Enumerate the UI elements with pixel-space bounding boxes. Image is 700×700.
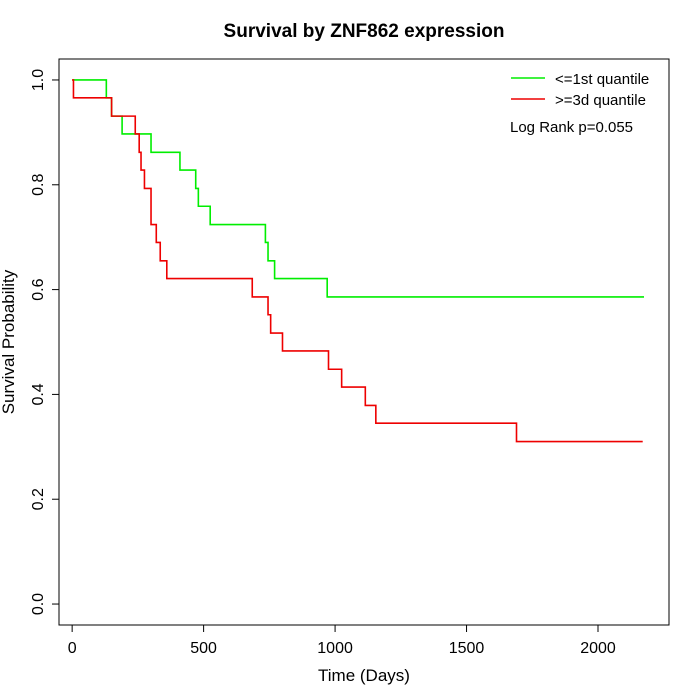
y-tick-label: 0.0 <box>30 593 47 615</box>
y-tick-label: 0.4 <box>30 383 47 405</box>
x-tick-label: 2000 <box>580 640 616 657</box>
x-tick-label: 500 <box>190 640 217 657</box>
x-tick-label: 0 <box>68 640 77 657</box>
series-layer <box>72 79 645 443</box>
y-tick-label: 1.0 <box>30 69 47 91</box>
y-axis: 0.0 0.2 0.4 0.6 0.8 1.0 <box>30 69 60 615</box>
y-axis-label: Survival Probability <box>0 269 18 414</box>
series-line-1 <box>72 79 643 443</box>
x-axis: 0 500 1000 1500 2000 <box>68 624 616 657</box>
y-tick-label: 0.2 <box>30 488 47 510</box>
chart-title: Survival by ZNF862 expression <box>224 21 505 42</box>
series-line-0 <box>72 79 645 298</box>
x-axis-label: Time (Days) <box>318 666 410 685</box>
legend-label-low: <=1st quantile <box>555 71 649 88</box>
x-tick-label: 1000 <box>317 640 353 657</box>
legend-label-high: >=3d quantile <box>555 92 646 109</box>
y-tick-label: 0.8 <box>30 174 47 196</box>
legend: <=1st quantile >=3d quantile <box>511 71 649 109</box>
y-tick-label: 0.6 <box>30 278 47 300</box>
x-tick-label: 1500 <box>449 640 485 657</box>
log-rank-annotation: Log Rank p=0.055 <box>510 119 633 136</box>
